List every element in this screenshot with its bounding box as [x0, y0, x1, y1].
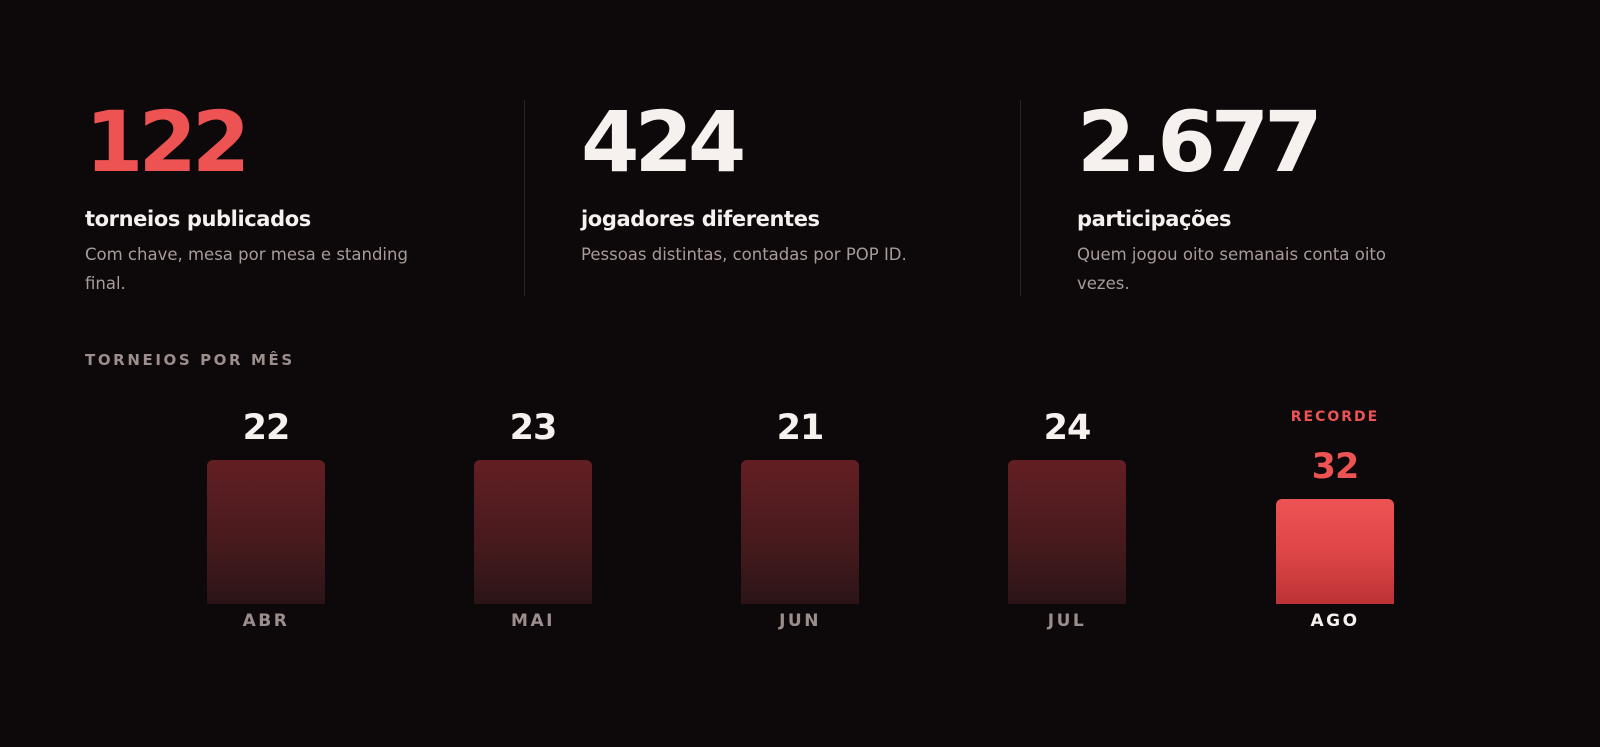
bar [1008, 460, 1126, 604]
chart-section-label: TORNEIOS POR MÊS [85, 351, 295, 369]
x-axis-label: JUL [1047, 611, 1087, 631]
x-axis-label: AGO [1310, 611, 1360, 631]
bar-value-label: 22 [242, 408, 291, 448]
stats-row: 122 torneios publicados Com chave, mesa … [0, 0, 1600, 310]
stat-tournaments: 122 torneios publicados Com chave, mesa … [85, 100, 505, 298]
stat-number: 122 [85, 93, 250, 191]
bar-value-label: 23 [509, 408, 558, 448]
x-axis-label: MAI [511, 611, 555, 631]
stat-description: Com chave, mesa por mesa e standing fina… [85, 245, 408, 293]
stat-number: 424 [581, 93, 746, 191]
bar-column-mai: 23 MAI [474, 380, 592, 640]
stat-participations: 2.677 participações Quem jogou oito sema… [1077, 100, 1497, 298]
bar-value-label: 32 [1311, 447, 1360, 487]
bar-column-jul: 24 JUL [1008, 380, 1126, 640]
x-axis-label: ABR [242, 611, 290, 631]
stat-title: torneios publicados [85, 207, 311, 231]
divider [524, 100, 525, 296]
bar-value-label: 21 [776, 408, 825, 448]
record-badge: RECORDE [1290, 409, 1380, 425]
bar-column-abr: 22 ABR [207, 380, 325, 640]
stat-number: 2.677 [1077, 93, 1323, 191]
bar [741, 460, 859, 604]
x-axis-label: JUN [779, 611, 821, 631]
monthly-tournaments-chart: 22 ABR 23 MAI 21 JUN 24 JUL 32 RECORDE AGO [0, 380, 1600, 660]
divider [1020, 100, 1021, 296]
bar [207, 460, 325, 604]
stat-description: Pessoas distintas, contadas por POP ID. [581, 245, 907, 264]
bar-value-label: 24 [1043, 408, 1092, 448]
stat-players: 424 jogadores diferentes Pessoas distint… [581, 100, 1001, 269]
bar [1276, 499, 1394, 604]
stat-title: jogadores diferentes [581, 207, 820, 231]
bar-column-jun: 21 JUN [741, 380, 859, 640]
bar [474, 460, 592, 604]
stat-title: participações [1077, 207, 1232, 231]
stat-description: Quem jogou oito semanais conta oito veze… [1077, 245, 1386, 293]
bar-column-ago: 32 RECORDE AGO [1276, 380, 1394, 640]
